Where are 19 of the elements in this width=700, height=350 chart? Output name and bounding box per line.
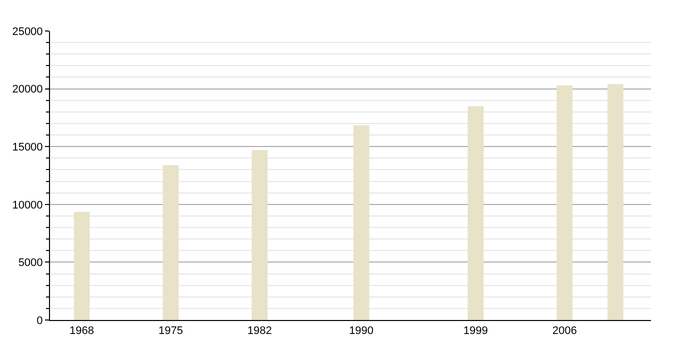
x-tick-label: 1990 <box>349 325 374 338</box>
y-tick-label: 25000 <box>12 26 43 38</box>
x-tick-label: 2006 <box>552 325 577 338</box>
x-tick-label: 1982 <box>247 325 272 338</box>
bar <box>162 165 179 320</box>
y-tick-label: 5000 <box>18 257 43 270</box>
y-tick-label: 20000 <box>12 84 43 96</box>
y-tick-label: 10000 <box>12 199 43 212</box>
x-tick-label: 1999 <box>463 325 488 338</box>
x-tick-label: 1975 <box>158 325 183 338</box>
bar <box>607 84 624 320</box>
bar <box>468 106 484 320</box>
bar <box>252 150 268 320</box>
bar <box>556 85 573 320</box>
bar <box>353 125 370 320</box>
y-tick-label: 15000 <box>12 141 43 154</box>
x-tick-label: 1968 <box>70 325 94 338</box>
bar <box>74 212 90 320</box>
y-tick-label: 0 <box>36 314 43 327</box>
